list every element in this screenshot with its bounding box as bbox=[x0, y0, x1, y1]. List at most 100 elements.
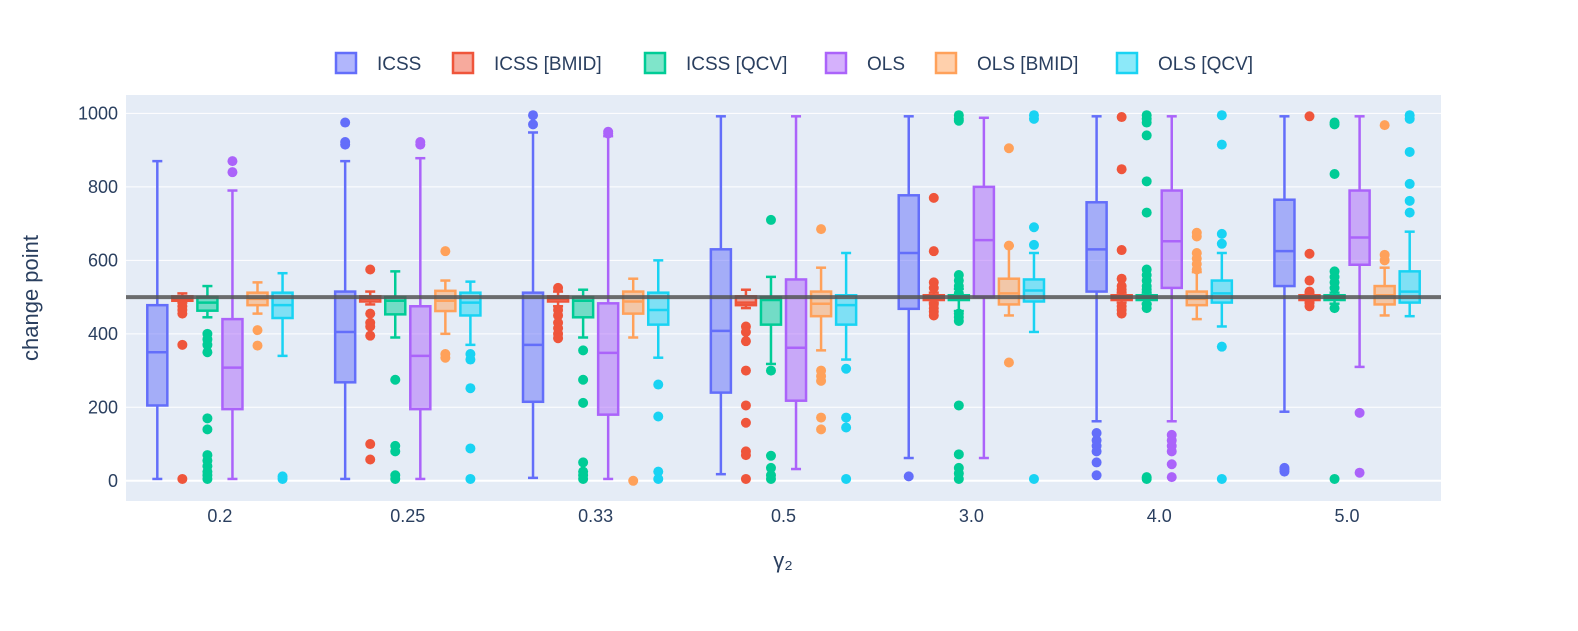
outlier-point bbox=[1329, 303, 1340, 314]
box[interactable] bbox=[734, 288, 758, 484]
outlier-point bbox=[1116, 164, 1127, 175]
outlier-point bbox=[1329, 473, 1340, 484]
box[interactable] bbox=[1273, 115, 1296, 477]
series-ols-qcv[interactable] bbox=[271, 110, 1421, 484]
legend-swatch bbox=[824, 51, 848, 75]
y-tick-label: 200 bbox=[88, 397, 118, 417]
box[interactable] bbox=[1348, 115, 1371, 478]
outlier-point bbox=[1404, 178, 1415, 189]
outlier-point bbox=[765, 214, 776, 225]
outlier-point bbox=[765, 450, 776, 461]
box[interactable] bbox=[146, 159, 169, 481]
outlier-point bbox=[1216, 341, 1227, 352]
series-icss[interactable] bbox=[146, 110, 1296, 482]
outlier-point bbox=[1003, 240, 1014, 251]
outlier-point bbox=[953, 400, 964, 411]
outlier-point bbox=[928, 246, 939, 257]
box[interactable] bbox=[333, 117, 357, 481]
box[interactable] bbox=[1135, 110, 1158, 484]
outlier-point bbox=[1216, 139, 1227, 150]
outlier-point bbox=[1329, 168, 1340, 179]
outlier-point bbox=[202, 424, 213, 435]
box[interactable] bbox=[784, 115, 808, 471]
outlier-point bbox=[252, 325, 263, 336]
legend-item[interactable]: ICSS bbox=[334, 51, 421, 75]
box[interactable] bbox=[1085, 115, 1108, 481]
x-tick-label: 0.2 bbox=[207, 506, 232, 526]
box[interactable] bbox=[409, 137, 432, 481]
outlier-point bbox=[465, 383, 476, 394]
outlier-point bbox=[1028, 222, 1039, 233]
outlier-point bbox=[227, 156, 238, 167]
box[interactable] bbox=[646, 259, 670, 484]
x-axis-title: γ₂ bbox=[773, 548, 793, 573]
legend-swatch bbox=[1115, 51, 1139, 75]
outlier-point bbox=[1116, 112, 1127, 123]
box[interactable] bbox=[709, 115, 733, 476]
legend-item[interactable]: OLS [BMID] bbox=[934, 51, 1078, 75]
box[interactable] bbox=[221, 156, 244, 481]
box[interactable] bbox=[947, 110, 971, 484]
outlier-point bbox=[841, 422, 852, 433]
outlier-point bbox=[277, 473, 288, 484]
x-tick-label: 4.0 bbox=[1147, 506, 1172, 526]
outlier-point bbox=[1216, 228, 1227, 239]
box[interactable] bbox=[596, 126, 620, 481]
legend-item[interactable]: ICSS [QCV] bbox=[643, 51, 787, 75]
legend-swatch bbox=[643, 51, 667, 75]
outlier-point bbox=[841, 412, 852, 423]
outlier-point bbox=[1141, 176, 1152, 187]
legend-swatch bbox=[451, 51, 475, 75]
outlier-point bbox=[1141, 284, 1152, 295]
outlier-point bbox=[465, 443, 476, 454]
outlier-point bbox=[653, 466, 664, 477]
outlier-point bbox=[740, 450, 751, 461]
box-iqr bbox=[972, 185, 996, 299]
box-iqr bbox=[1348, 189, 1371, 266]
outlier-point bbox=[365, 321, 376, 332]
legend-item[interactable]: ICSS [BMID] bbox=[451, 51, 602, 75]
box[interactable] bbox=[972, 116, 996, 460]
box[interactable] bbox=[759, 214, 783, 484]
box[interactable] bbox=[196, 284, 219, 484]
legend-label: ICSS [QCV] bbox=[686, 54, 787, 75]
box[interactable] bbox=[521, 110, 545, 480]
legend-item[interactable]: OLS [QCV] bbox=[1115, 51, 1253, 75]
outlier-point bbox=[365, 454, 376, 465]
x-tick-label: 0.5 bbox=[771, 506, 796, 526]
box-iqr bbox=[521, 291, 545, 404]
outlier-point bbox=[340, 117, 351, 128]
outlier-point bbox=[928, 310, 939, 321]
box[interactable] bbox=[897, 115, 921, 482]
y-tick-label: 800 bbox=[88, 177, 118, 197]
outlier-point bbox=[1091, 457, 1102, 468]
legend[interactable]: ICSS ICSS [BMID] ICSS [QCV] OLS OLS [BMID] OL… bbox=[334, 51, 1253, 75]
outlier-point bbox=[1404, 113, 1415, 124]
box[interactable] bbox=[459, 280, 482, 484]
outlier-point bbox=[1091, 435, 1102, 446]
y-tick-label: 1000 bbox=[78, 103, 118, 123]
outlier-point bbox=[1166, 459, 1177, 470]
box-iqr bbox=[1085, 201, 1108, 293]
box[interactable] bbox=[834, 251, 858, 484]
box[interactable] bbox=[571, 288, 595, 484]
box-iqr bbox=[646, 291, 670, 326]
x-tick-label: 5.0 bbox=[1335, 506, 1360, 526]
box[interactable] bbox=[1160, 115, 1184, 483]
box-iqr bbox=[1273, 198, 1296, 288]
outlier-point bbox=[365, 264, 376, 275]
outlier-point bbox=[903, 471, 914, 482]
outlier-point bbox=[252, 340, 263, 351]
box[interactable] bbox=[1398, 110, 1421, 318]
outlier-point bbox=[202, 473, 213, 484]
box-iqr bbox=[1210, 279, 1234, 304]
outlier-point bbox=[816, 375, 827, 386]
series-icss-qcv[interactable] bbox=[196, 110, 1346, 484]
y-tick-labels: 0 200 400 600 800 1000 bbox=[78, 103, 118, 490]
outlier-point bbox=[653, 379, 664, 390]
series-ols[interactable] bbox=[221, 115, 1371, 483]
legend-item[interactable]: OLS bbox=[824, 51, 905, 75]
outlier-point bbox=[177, 301, 188, 312]
outlier-point bbox=[227, 167, 238, 178]
box[interactable] bbox=[1022, 110, 1046, 484]
